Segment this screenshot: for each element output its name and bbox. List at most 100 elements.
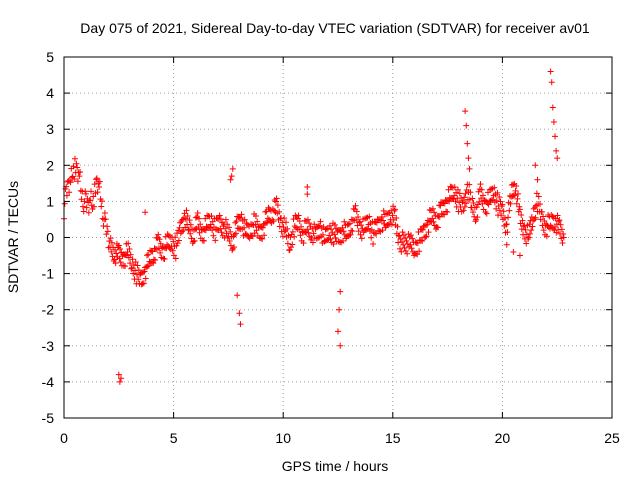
- data-point: [164, 241, 171, 248]
- data-point: [202, 227, 209, 234]
- data-point: [477, 181, 484, 188]
- data-point: [135, 276, 142, 283]
- data-point: [187, 221, 194, 228]
- data-point: [127, 260, 134, 267]
- data-point: [74, 164, 81, 171]
- data-point: [227, 228, 234, 235]
- data-point: [140, 280, 147, 287]
- data-point: [553, 147, 560, 154]
- data-point: [516, 203, 523, 210]
- x-tick-label: 25: [604, 430, 620, 446]
- data-point: [281, 215, 288, 222]
- data-point: [229, 165, 236, 172]
- data-point: [363, 226, 370, 233]
- data-point: [186, 217, 193, 224]
- data-point: [80, 208, 87, 215]
- data-point: [101, 209, 108, 216]
- data-point: [549, 213, 556, 220]
- data-point: [233, 218, 240, 225]
- data-point: [142, 264, 149, 271]
- data-point: [378, 213, 385, 220]
- y-tick-label: -5: [42, 410, 55, 426]
- data-point: [66, 189, 73, 196]
- data-point: [519, 217, 526, 224]
- data-point: [77, 169, 84, 176]
- data-point: [535, 193, 542, 200]
- data-point: [529, 223, 536, 230]
- data-point: [525, 234, 532, 241]
- data-point: [470, 200, 477, 207]
- data-point: [140, 269, 147, 276]
- data-point: [469, 209, 476, 216]
- data-point: [368, 234, 375, 241]
- data-point: [475, 188, 482, 195]
- data-point: [108, 248, 115, 255]
- data-point: [476, 198, 483, 205]
- data-point: [554, 155, 561, 162]
- data-point: [355, 213, 362, 220]
- data-point: [403, 237, 410, 244]
- data-point: [460, 207, 467, 214]
- data-point: [190, 238, 197, 245]
- data-point: [344, 221, 351, 228]
- data-point: [66, 177, 73, 184]
- data-point: [172, 255, 179, 262]
- data-point: [472, 218, 479, 225]
- data-point: [326, 232, 333, 239]
- data-point: [441, 200, 448, 207]
- data-point: [462, 108, 469, 115]
- data-point: [547, 222, 554, 229]
- data-point: [185, 227, 192, 234]
- data-point: [261, 220, 268, 227]
- data-point: [416, 248, 423, 255]
- data-point: [145, 262, 152, 269]
- data-point: [506, 207, 513, 214]
- data-point: [296, 218, 303, 225]
- data-point: [487, 197, 494, 204]
- data-point: [314, 223, 321, 230]
- data-point: [560, 234, 567, 241]
- data-point: [262, 208, 269, 215]
- data-point: [313, 235, 320, 242]
- data-point: [340, 228, 347, 235]
- data-point: [71, 155, 78, 162]
- data-point: [272, 198, 279, 205]
- data-point: [315, 223, 322, 230]
- data-point: [175, 227, 182, 234]
- data-point: [493, 205, 500, 212]
- data-point: [394, 223, 401, 230]
- data-point: [459, 198, 466, 205]
- data-point: [404, 240, 411, 247]
- data-point: [362, 226, 369, 233]
- data-point: [513, 200, 520, 207]
- y-tick-label: -1: [42, 266, 55, 282]
- data-point: [346, 220, 353, 227]
- data-point: [454, 186, 461, 193]
- data-point: [408, 245, 415, 252]
- data-point: [380, 207, 387, 214]
- data-point: [304, 191, 311, 198]
- data-point: [149, 248, 156, 255]
- data-point: [520, 223, 527, 230]
- data-point: [555, 218, 562, 225]
- y-tick-label: 2: [46, 157, 54, 173]
- data-point: [343, 233, 350, 240]
- data-point: [305, 229, 312, 236]
- data-point: [352, 202, 359, 209]
- grid: [64, 57, 612, 418]
- data-point: [540, 213, 547, 220]
- data-point: [115, 371, 122, 378]
- data-point: [558, 226, 565, 233]
- data-point: [259, 235, 266, 242]
- data-point: [115, 242, 122, 249]
- data-point: [173, 242, 180, 249]
- data-point: [304, 226, 311, 233]
- data-point: [482, 209, 489, 216]
- data-point: [522, 226, 529, 233]
- data-point: [210, 232, 217, 239]
- data-point: [142, 209, 149, 216]
- data-point: [217, 225, 224, 232]
- data-point: [361, 215, 368, 222]
- data-point: [496, 207, 503, 214]
- data-point: [498, 203, 505, 210]
